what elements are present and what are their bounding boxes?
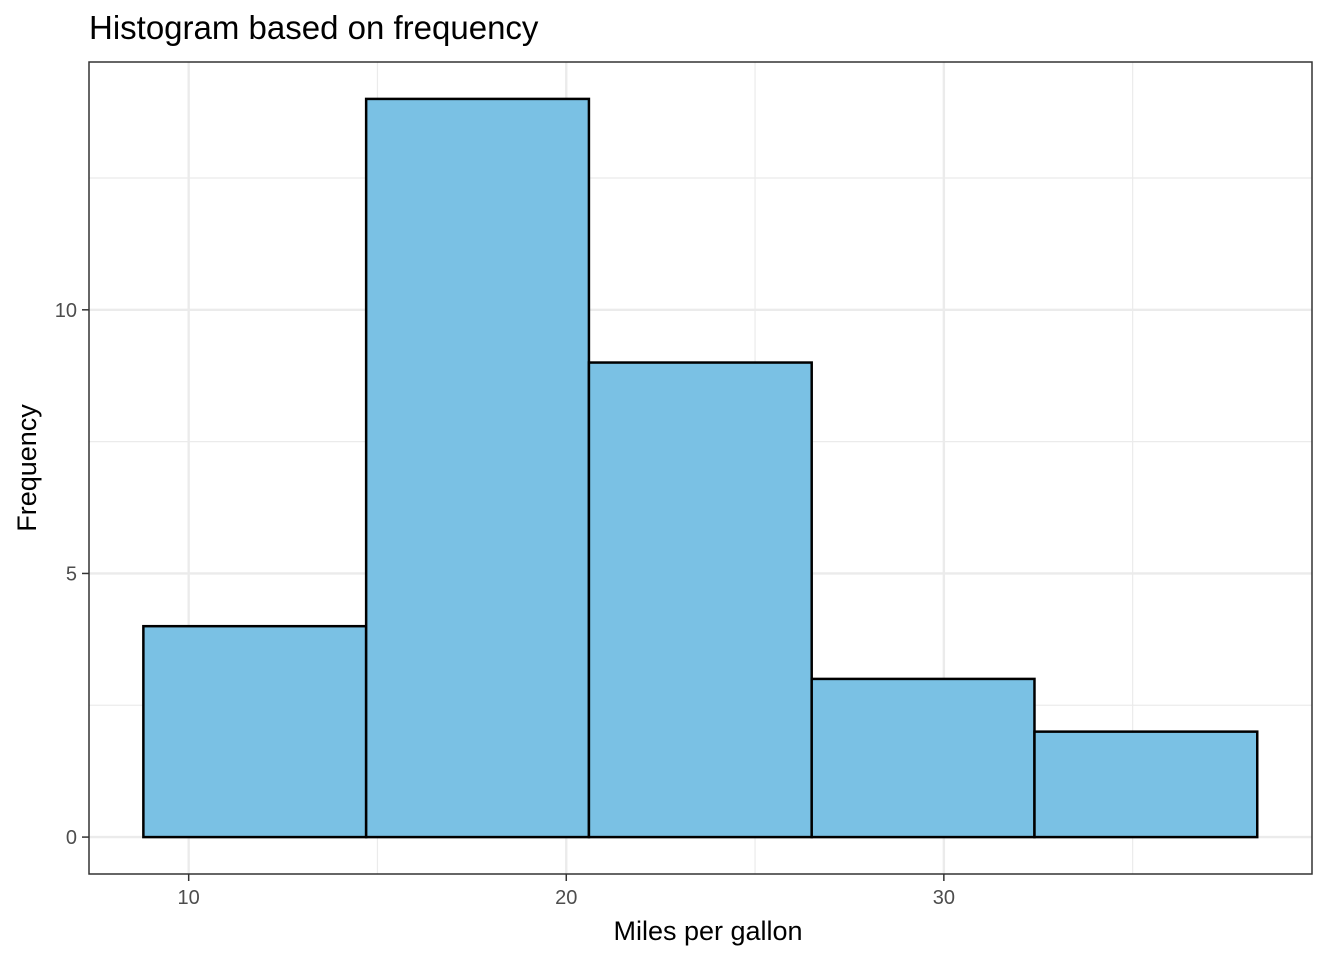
y-tick-label: 5: [66, 563, 77, 585]
y-tick-label: 10: [55, 300, 77, 322]
y-tick-label: 0: [66, 827, 77, 849]
histogram-bar-1: [142, 624, 368, 839]
y-axis: 0 5 10: [55, 300, 89, 849]
x-tick-label: 10: [178, 887, 200, 909]
histogram-bars: [142, 97, 1259, 839]
histogram-bar-5: [1033, 730, 1259, 839]
chart-title: Histogram based on frequency: [89, 9, 539, 46]
x-tick-label: 30: [933, 887, 955, 909]
histogram-bar-4: [810, 677, 1036, 839]
histogram-bar-2: [364, 97, 591, 839]
x-axis-title: Miles per gallon: [613, 916, 802, 946]
histogram-bar-3: [587, 361, 813, 839]
x-tick-label: 20: [555, 887, 577, 909]
x-axis: 10 20 30: [178, 874, 955, 909]
y-axis-title: Frequency: [12, 404, 42, 532]
panel-border: [88, 61, 1313, 875]
